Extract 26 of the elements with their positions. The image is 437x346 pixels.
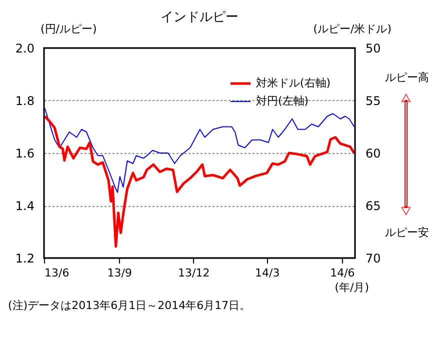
legend-label: 対円(左軸) (256, 94, 309, 108)
text: (注)データは2013年6月1日～2014年6月17日。 (8, 299, 251, 312)
y2-tick-label: 65 (366, 199, 381, 213)
y2-tick-label: 50 (366, 42, 381, 56)
text: ルピー安 (385, 226, 429, 239)
x-axis-title: (年/月) (334, 281, 369, 294)
line-series (44, 108, 355, 193)
legend-label: 対米ドル(右軸) (256, 76, 331, 90)
y2-axis-title: (ルピー/米ドル) (313, 22, 392, 36)
x-tick-label: 14/3 (254, 266, 280, 280)
x-tick-label: 13/12 (178, 266, 210, 280)
y-tick-label: 1.8 (15, 94, 34, 108)
chart-title: インドルピー (160, 10, 238, 25)
y-tick-label: 1.2 (15, 252, 34, 266)
line-series (44, 115, 355, 248)
y-tick-label: 2.0 (15, 42, 34, 56)
x-tick-label: 14/6 (330, 266, 355, 280)
y2-tick-label: 70 (366, 252, 381, 266)
y-axis-title: (円/ルピー) (40, 22, 97, 36)
y-tick-label: 1.4 (15, 199, 34, 213)
x-tick-label: 13/6 (44, 266, 70, 280)
y-tick-label: 1.6 (15, 146, 34, 160)
text: ルピー高 (385, 71, 429, 84)
y2-tick-label: 60 (366, 146, 381, 160)
x-tick-label: 13/9 (107, 266, 132, 280)
y2-tick-label: 55 (366, 94, 381, 108)
